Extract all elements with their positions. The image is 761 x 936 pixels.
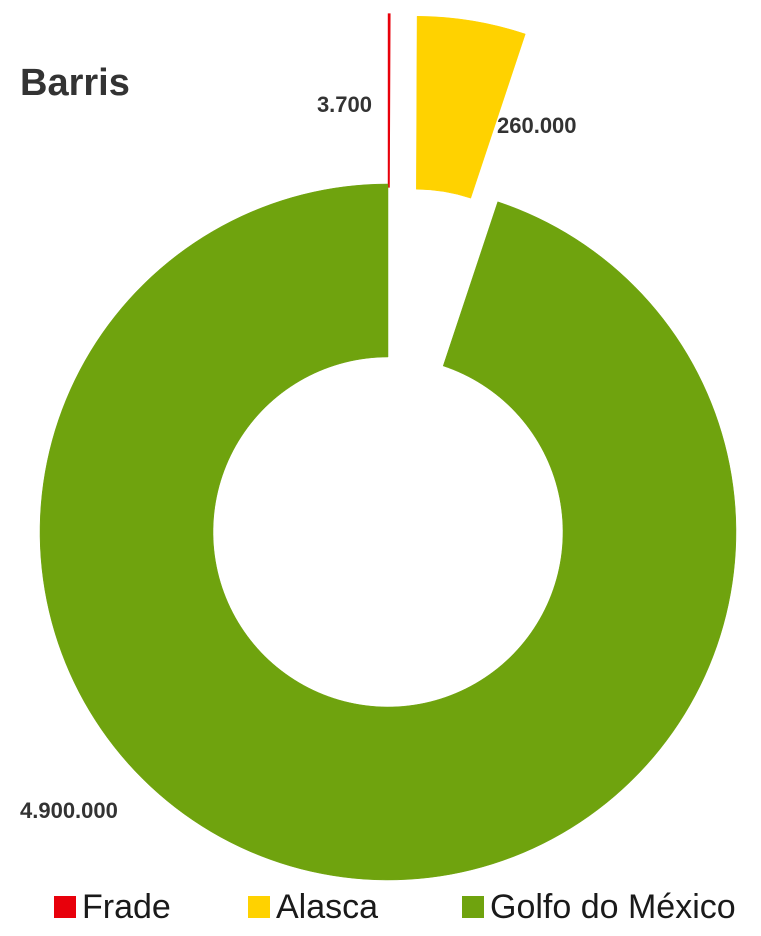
data-label-golfo-do-mexico: 4.900.000 (20, 798, 118, 823)
legend-swatch-alasca (248, 896, 270, 918)
legend-item-golfo-do-mexico: Golfo do México (462, 888, 736, 926)
legend-label-alasca: Alasca (276, 888, 378, 926)
chart-title: Barris (20, 62, 130, 104)
legend-swatch-golfo-do-mexico (462, 896, 484, 918)
legend-label-golfo-do-mexico: Golfo do México (490, 888, 736, 926)
data-label-alasca: 260.000 (497, 113, 577, 138)
donut-slices (39, 13, 737, 881)
legend-item-frade: Frade (54, 888, 171, 926)
legend: Frade Alasca Golfo do México (54, 888, 736, 926)
legend-swatch-frade (54, 896, 76, 918)
data-labels: 3.700 260.000 4.900.000 (20, 92, 577, 823)
data-label-frade: 3.700 (317, 92, 372, 117)
legend-label-frade: Frade (82, 888, 171, 926)
slice-golfo-do-mexico (39, 183, 737, 881)
slice-frade (387, 13, 391, 188)
slice-alasca (416, 15, 526, 199)
legend-item-alasca: Alasca (248, 888, 378, 926)
